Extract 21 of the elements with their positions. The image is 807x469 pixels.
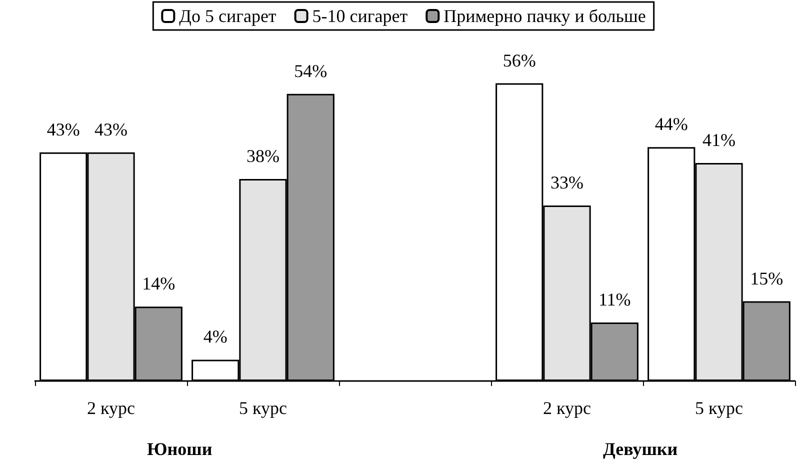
data-label: 14% — [142, 274, 176, 294]
data-label: 4% — [203, 326, 228, 347]
data-label: 15% — [750, 268, 784, 288]
data-label: 44% — [654, 114, 688, 134]
data-label: 11% — [598, 290, 631, 310]
x-tick-label: 2 курс — [87, 398, 135, 418]
data-label: 33% — [550, 172, 584, 193]
data-label: 54% — [294, 60, 328, 81]
data-label: 43% — [46, 119, 80, 140]
x-tick-label: 2 курс — [543, 398, 591, 418]
text: Девушки — [603, 439, 678, 459]
legend-label: До 5 сигарет — [179, 6, 276, 26]
data-label: 38% — [246, 146, 280, 166]
data-label: 43% — [94, 119, 128, 140]
x-tick-label: 5 курс — [695, 398, 743, 418]
data-label: 56% — [502, 50, 536, 70]
data-label: 41% — [702, 130, 736, 150]
x-tick-label: 5 курс — [239, 398, 287, 418]
legend-label: Примерно пачку и больше — [444, 6, 646, 26]
legend-label: 5-10 сигарет — [312, 6, 408, 26]
text: Юноши — [146, 439, 212, 459]
